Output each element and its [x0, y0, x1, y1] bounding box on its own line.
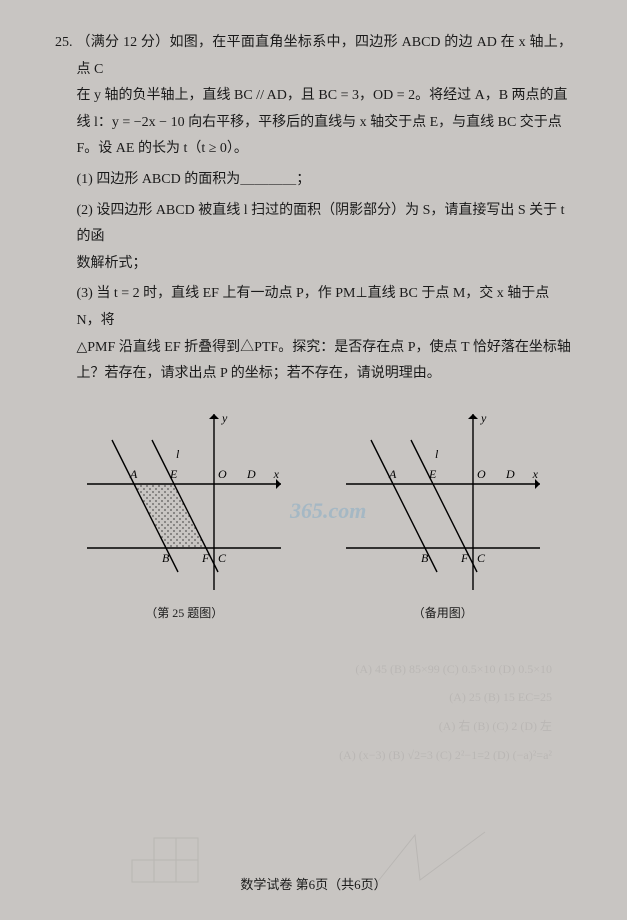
svg-text:B: B — [421, 551, 429, 565]
points-label: （满分 12 分） — [77, 35, 170, 50]
ghost-line: (A) 45 (B) 85×99 (C) 0.5×10 (D) 0.5×10 — [55, 655, 572, 684]
stem-text-3: 线 l：y = −2x − 10 向右平移，平移后的直线与 x 轴交于点 E，与… — [77, 110, 573, 137]
figure-right-block: x y l A E O D B FC （备用图） — [338, 406, 548, 625]
stem-text-4: F。设 AE 的长为 t（t ≥ 0）。 — [77, 136, 573, 163]
svg-text:O: O — [477, 467, 486, 481]
svg-text:l: l — [435, 447, 439, 461]
problem-body: （满分 12 分）如图，在平面直角坐标系中，四边形 ABCD 的边 AD 在 x… — [77, 30, 573, 388]
figure-right: x y l A E O D B FC — [338, 406, 548, 596]
svg-text:D: D — [505, 467, 515, 481]
problem-number: 25. — [55, 30, 73, 388]
svg-text:F: F — [460, 551, 469, 565]
svg-text:O: O — [218, 467, 227, 481]
svg-text:x: x — [531, 467, 538, 481]
figures-row: xylAEODBFC （第 25 题图） xylAEODBFC （备用图） — [55, 406, 572, 625]
part-2-line-2: 数解析式； — [77, 251, 573, 278]
part-3-line-3: 上？若存在，请求出点 P 的坐标；若不存在，请说明理由。 — [77, 361, 573, 388]
svg-text:y: y — [480, 411, 487, 425]
part-3-line-2: △PMF 沿直线 EF 折叠得到△PTF。探究：是否存在点 P，使点 T 恰好落… — [77, 335, 573, 362]
svg-text:l: l — [176, 447, 180, 461]
svg-text:C: C — [477, 551, 486, 565]
part-2-line-1: (2) 设四边形 ABCD 被直线 l 扫过的面积（阴影部分）为 S，请直接写出… — [77, 198, 573, 251]
page-footer: 数学试卷 第6页（共6页） — [0, 873, 627, 898]
svg-text:y: y — [221, 411, 228, 425]
svg-text:x: x — [273, 467, 280, 481]
svg-text:D: D — [246, 467, 256, 481]
figure-right-caption: （备用图） — [338, 602, 548, 625]
part-3-line-1: (3) 当 t = 2 时，直线 EF 上有一动点 P，作 PM⊥直线 BC 于… — [77, 281, 573, 334]
svg-text:A: A — [388, 467, 397, 481]
svg-text:E: E — [169, 467, 178, 481]
svg-text:E: E — [428, 467, 437, 481]
part-1: (1) 四边形 ABCD 的面积为＿＿＿＿； — [77, 167, 573, 194]
ghost-line: (A) 右 (B) (C) 2 (D) 左 — [55, 712, 572, 741]
svg-text:A: A — [129, 467, 138, 481]
figure-left: x y l A E O D B FC — [79, 406, 289, 596]
svg-text:F: F — [201, 551, 210, 565]
figure-left-caption: （第 25 题图） — [79, 602, 289, 625]
ghost-line: (A) 25 (B) 15 EC=25 — [55, 683, 572, 712]
figure-left-block: x y l A E O D B FC （第 25 题图） — [79, 406, 289, 625]
ghost-bleed: (A) 45 (B) 85×99 (C) 0.5×10 (D) 0.5×10 (… — [55, 655, 572, 770]
svg-text:B: B — [162, 551, 170, 565]
problem-stem: 25. （满分 12 分）如图，在平面直角坐标系中，四边形 ABCD 的边 AD… — [55, 30, 572, 388]
svg-text:C: C — [218, 551, 227, 565]
stem-line: （满分 12 分）如图，在平面直角坐标系中，四边形 ABCD 的边 AD 在 x… — [77, 30, 573, 83]
stem-text-2: 在 y 轴的负半轴上，直线 BC // AD，且 BC = 3，OD = 2。将… — [77, 83, 573, 110]
ghost-line: (A) (x−3) (B) √2=3 (C) 2²−1=2 (D) (−a)²=… — [55, 741, 572, 770]
